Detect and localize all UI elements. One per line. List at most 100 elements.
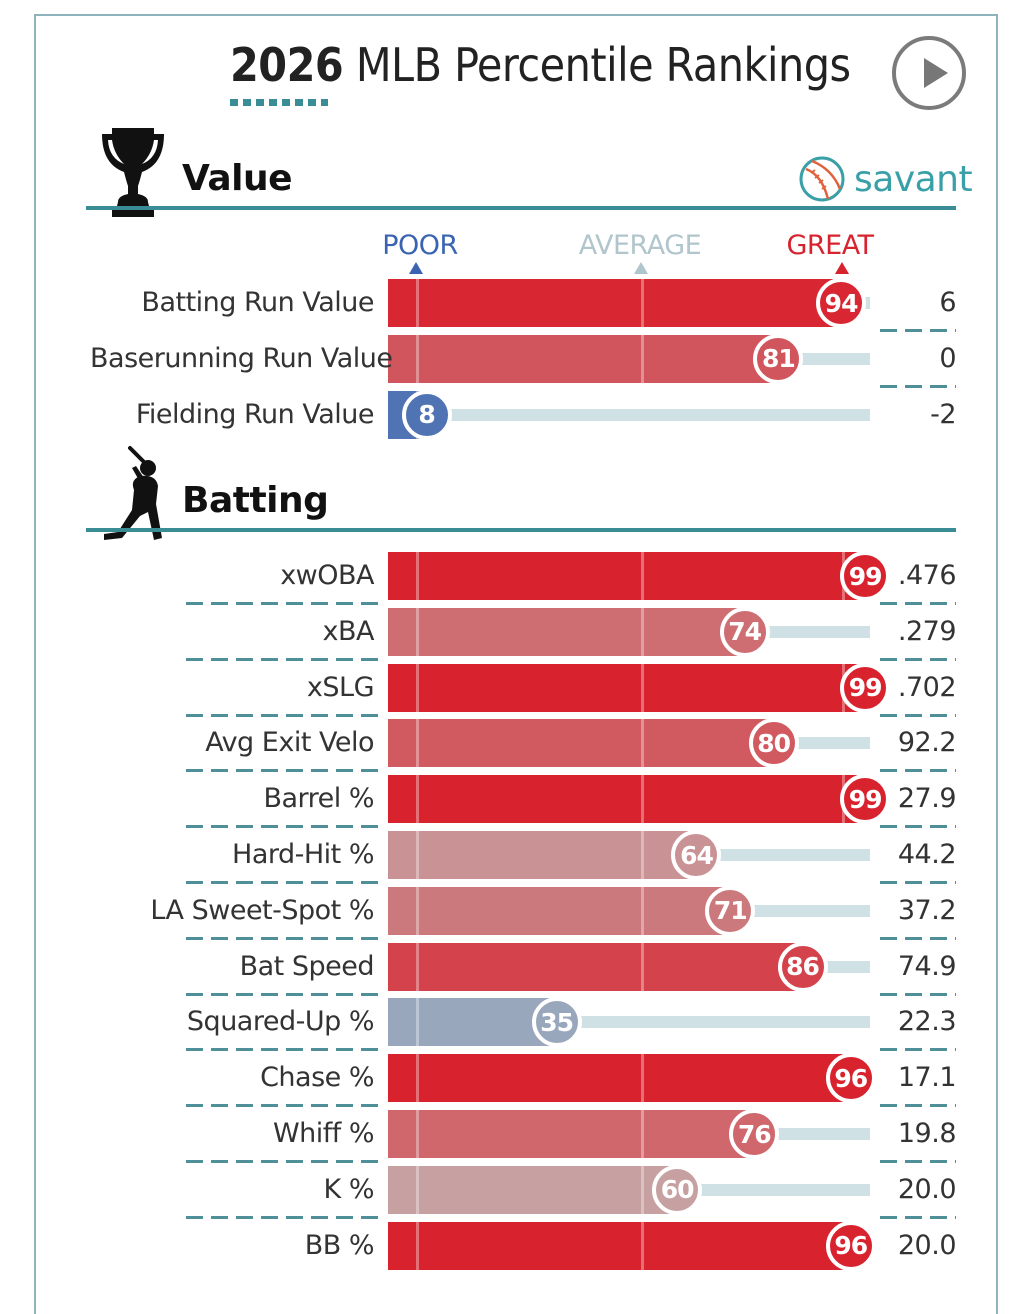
track-bar [677,1183,870,1196]
metric-value: .476 [897,560,957,591]
metric-value: 17.1 [897,1062,957,1094]
metric-value: 0 [939,342,956,374]
bar-gridline [641,279,644,327]
row-separator [880,657,956,661]
metric-label: Whiff % [272,1118,375,1149]
percentile-bar [388,831,697,879]
section-title-value: Value [182,158,293,199]
metric-label: Baserunning Run Value [90,342,393,374]
percentile-bubble: 74 [719,606,770,657]
great-arrow-icon [835,262,849,274]
percentile-bubble: 86 [777,941,828,992]
row-separator [880,1160,956,1163]
average-arrow-icon [634,262,648,274]
row-separator [186,713,380,717]
row-separator [880,769,956,773]
metric-value: 74.9 [897,950,957,982]
savant-logo: savant [798,154,973,204]
section-rule-value [86,206,956,210]
bar-gridline [416,1221,419,1270]
percentile-bar [388,998,557,1047]
metric-label: K % [323,1173,375,1205]
bar-gridline [641,607,644,656]
page-title: 2026 MLB Percentile Rankings [230,38,851,92]
row-separator [186,1048,380,1052]
section-rule-batting [86,528,956,532]
row-separator [880,1215,956,1219]
metric-value: 27.9 [897,783,957,815]
bar-gridline [416,1110,419,1158]
metric-value: .702 [897,671,957,703]
bar-gridline [416,775,419,824]
row-separator [880,936,956,940]
percentile-bar [388,886,731,935]
metric-value: 22.3 [897,1006,957,1038]
bar-gridline [416,831,419,879]
bar-gridline [641,1165,644,1214]
row-separator [186,992,380,996]
title-year: 2026 [230,38,344,92]
row-separator [880,384,956,388]
metric-label: LA Sweet-Spot % [150,894,374,926]
row-separator [880,1048,956,1052]
play-button[interactable] [892,36,966,110]
percentile-bar [388,552,866,600]
track-bar [696,849,870,861]
track-bar [754,1128,870,1140]
percentile-bubble: 99 [840,551,891,601]
percentile-bar [388,1165,678,1214]
bar-gridline [416,942,419,991]
percentile-bubble: 96 [825,1220,876,1271]
bar-gridline [641,1110,644,1158]
percentile-bubble: 99 [840,662,891,713]
percentile-bubble: 64 [671,830,722,880]
percentile-bubble: 81 [753,333,804,384]
metric-label: xwOBA [280,560,374,591]
track-bar [744,625,870,638]
percentile-bubble: 8 [401,389,452,440]
metric-label: Batting Run Value [141,287,374,318]
poor-arrow-icon [409,262,423,274]
row-separator [186,1104,380,1108]
title-underline [230,99,328,106]
row-separator [880,1104,956,1108]
scale-label-great: GREAT [786,230,874,261]
baseball-icon [799,156,845,202]
row-separator [880,881,956,884]
percentile-bubble: 99 [840,774,891,825]
percentile-bubble: 60 [652,1164,703,1215]
bar-gridline [641,942,644,991]
metric-label: Avg Exit Velo [205,727,374,759]
metric-label: BB % [304,1229,375,1261]
title-text: MLB Percentile Rankings [343,38,851,92]
percentile-bubble: 80 [748,718,799,769]
metric-value: 92.2 [897,727,957,759]
bar-gridline [641,831,644,879]
bar-gridline [416,998,419,1047]
track-bar [426,408,870,421]
metric-label: Bat Speed [239,950,375,982]
row-separator [186,657,380,661]
row-separator [880,713,956,717]
percentile-bar [388,607,745,656]
percentile-bar [388,279,842,327]
row-separator [880,329,956,332]
row-separator [186,1160,380,1163]
bar-gridline [416,607,419,656]
bar-gridline [641,1221,644,1270]
batter-icon [104,446,162,540]
scale-label-average: AVERAGE [578,230,702,261]
metric-value: -2 [930,398,956,430]
bar-gridline [416,1165,419,1214]
bar-gridline [416,719,419,768]
metric-value: 20.0 [897,1229,957,1261]
bar-gridline [416,886,419,935]
row-separator [186,1215,380,1219]
bar-gridline [416,279,419,327]
trophy-icon [102,128,164,217]
card-frame [34,14,998,1314]
percentile-bubble: 76 [729,1109,780,1159]
scale-label-poor: POOR [382,230,458,261]
track-bar [556,1016,870,1029]
percentile-bubble: 35 [531,997,582,1048]
